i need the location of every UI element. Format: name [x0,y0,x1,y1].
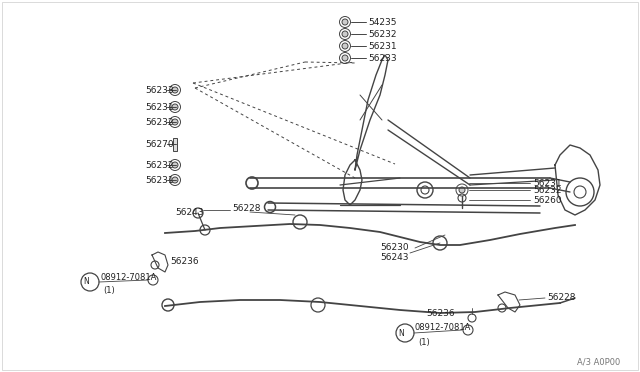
Text: 56231: 56231 [533,179,562,187]
Circle shape [342,31,348,37]
Text: (1): (1) [418,337,429,346]
Text: 56233: 56233 [368,54,397,62]
Text: 56232: 56232 [533,186,561,195]
Text: 56260: 56260 [533,196,562,205]
Text: 56236: 56236 [170,257,198,266]
Text: 56232: 56232 [145,160,174,170]
Text: 56228: 56228 [232,203,260,212]
Text: 56236: 56236 [426,308,455,317]
Text: (1): (1) [103,286,115,295]
Text: 56231: 56231 [145,176,174,185]
Circle shape [172,162,178,168]
Circle shape [459,187,465,193]
Bar [173,138,177,151]
Text: 56233: 56233 [145,86,174,94]
Text: 56231: 56231 [368,42,397,51]
Text: N: N [83,278,89,286]
Circle shape [172,87,178,93]
Text: 56230: 56230 [380,244,408,253]
Circle shape [172,104,178,110]
Text: 56232: 56232 [368,29,397,38]
Circle shape [172,177,178,183]
Circle shape [342,43,348,49]
Circle shape [342,19,348,25]
Circle shape [342,55,348,61]
Text: N: N [398,328,404,337]
Text: A/3 A0P00: A/3 A0P00 [577,357,620,366]
Circle shape [172,119,178,125]
Text: 56243: 56243 [380,253,408,263]
Text: 54235: 54235 [368,17,397,26]
Text: 56232: 56232 [145,118,174,126]
Text: 56270: 56270 [145,140,174,148]
Text: 08912-7081A: 08912-7081A [100,273,156,282]
Text: 08912-7081A: 08912-7081A [415,324,472,333]
Text: 56228: 56228 [547,294,575,302]
Text: 56231: 56231 [145,103,174,112]
Text: 56243: 56243 [175,208,204,217]
